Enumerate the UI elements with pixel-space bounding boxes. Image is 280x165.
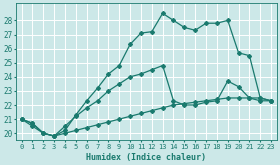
X-axis label: Humidex (Indice chaleur): Humidex (Indice chaleur) <box>86 152 206 162</box>
